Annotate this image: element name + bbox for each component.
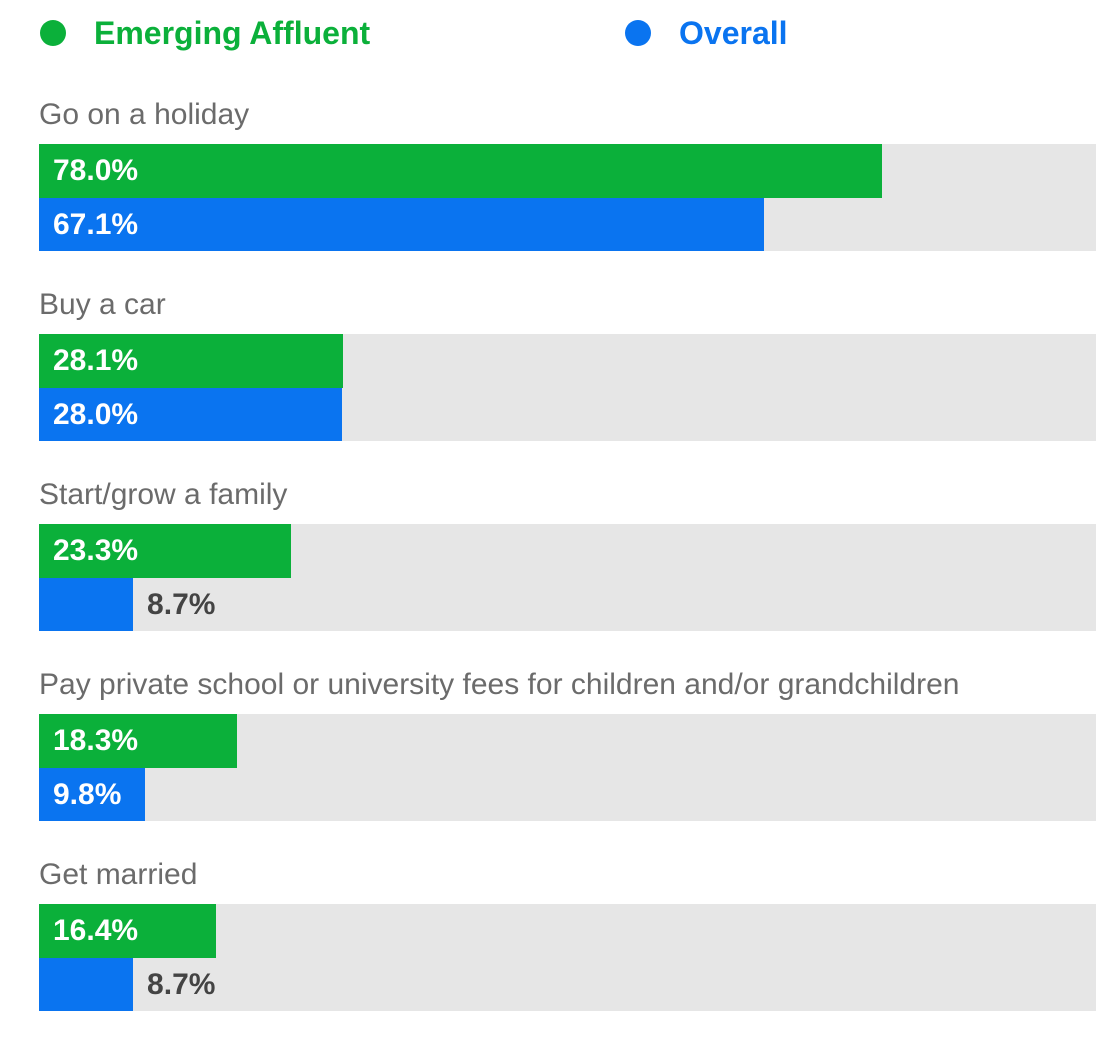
category-label: Pay private school or university fees fo… xyxy=(39,668,960,701)
legend-item: Emerging Affluent xyxy=(40,12,370,54)
value-label: 9.8% xyxy=(53,777,122,811)
bar xyxy=(39,197,765,251)
value-label: 78.0% xyxy=(53,154,139,187)
plot: Go on a holiday 78.0% 67.1% Buy a car 28.1% 2… xyxy=(39,94,1096,1044)
bar xyxy=(39,957,134,1011)
legend: Emerging Affluent Overall xyxy=(0,0,1096,66)
bar xyxy=(39,767,145,821)
bar xyxy=(39,334,343,388)
bar-track: 23.3% xyxy=(39,524,1096,578)
bar-track: 9.8% xyxy=(39,767,1096,821)
value-label: 18.3% xyxy=(53,724,139,757)
bar-track: 78.0% xyxy=(39,144,1096,198)
legend-marker xyxy=(625,20,651,46)
bar-track: 8.7% xyxy=(39,957,1096,1011)
value-label: 23.3% xyxy=(53,534,139,567)
category-label: Go on a holiday xyxy=(39,98,250,131)
bar xyxy=(39,387,342,441)
bar-track: 28.1% xyxy=(39,334,1096,388)
legend-marker xyxy=(40,20,66,46)
value-label: 67.1% xyxy=(53,207,139,241)
legend-item: Overall xyxy=(625,12,788,54)
bar-track: 16.4% xyxy=(39,904,1096,958)
bar xyxy=(39,577,134,631)
value-label: 8.7% xyxy=(147,587,216,621)
bar xyxy=(39,144,883,198)
category-group: Go on a holiday 78.0% 67.1% xyxy=(39,94,1096,251)
category-label: Get married xyxy=(39,858,198,891)
value-label: 28.1% xyxy=(53,344,139,377)
category-label: Buy a car xyxy=(39,288,166,321)
bar-track: 18.3% xyxy=(39,714,1096,768)
value-label: 8.7% xyxy=(147,967,216,1001)
bar xyxy=(39,714,237,768)
bar-track: 28.0% xyxy=(39,387,1096,441)
category-group: Buy a car 28.1% 28.0% xyxy=(39,284,1096,441)
category-group: Get married 16.4% 8.7% xyxy=(39,854,1096,1011)
category-group: Start/grow a family 23.3% 8.7% xyxy=(39,474,1096,631)
bar xyxy=(39,904,217,958)
bar-track: 8.7% xyxy=(39,577,1096,631)
value-label: 28.0% xyxy=(53,397,139,431)
bar xyxy=(39,524,291,578)
bar-track: 67.1% xyxy=(39,197,1096,251)
value-label: 16.4% xyxy=(53,914,139,947)
legend-label: Emerging Affluent xyxy=(94,14,371,51)
category-label: Start/grow a family xyxy=(39,478,288,511)
category-group: Pay private school or university fees fo… xyxy=(39,664,1096,821)
legend-label: Overall xyxy=(679,14,788,51)
